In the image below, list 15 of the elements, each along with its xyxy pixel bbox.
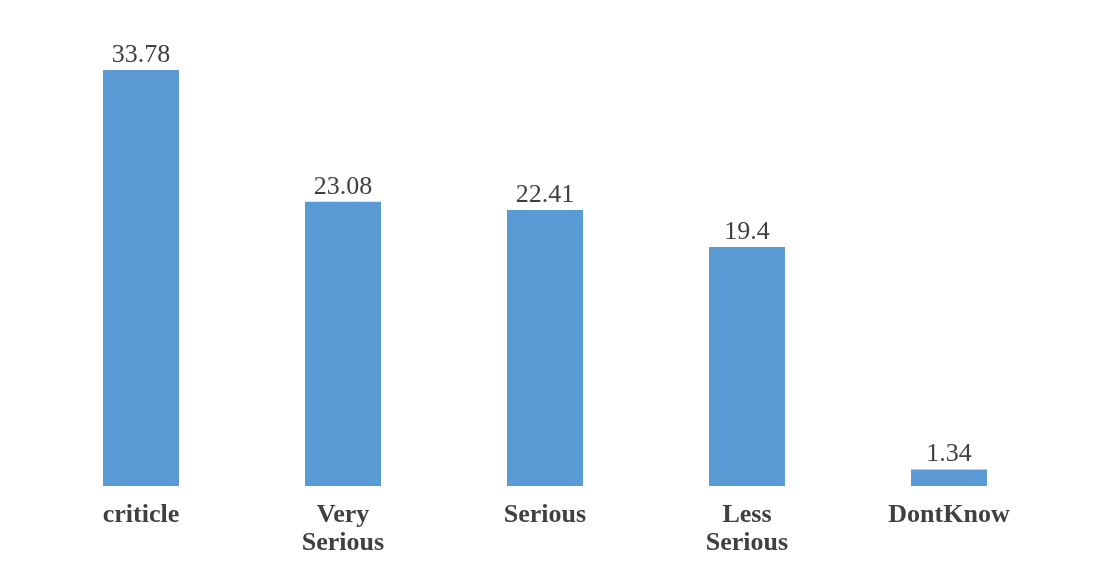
data-label: 22.41: [515, 178, 575, 208]
bar: [103, 69, 179, 486]
x-tick-label: Very Serious: [301, 498, 385, 556]
bar: [709, 247, 785, 486]
x-tick-label: criticle: [102, 498, 180, 528]
data-label: 1.34: [926, 438, 972, 468]
data-label: 19.4: [724, 216, 770, 246]
data-label: 23.08: [313, 170, 373, 200]
data-label: 33.78: [111, 38, 171, 68]
x-tick-label: Serious: [503, 498, 587, 528]
x-tick-label: Less Serious: [705, 498, 789, 556]
x-tick-label: DontKnow: [888, 498, 1010, 528]
bar: [911, 469, 987, 486]
bar: [507, 209, 583, 486]
bar: [305, 201, 381, 486]
